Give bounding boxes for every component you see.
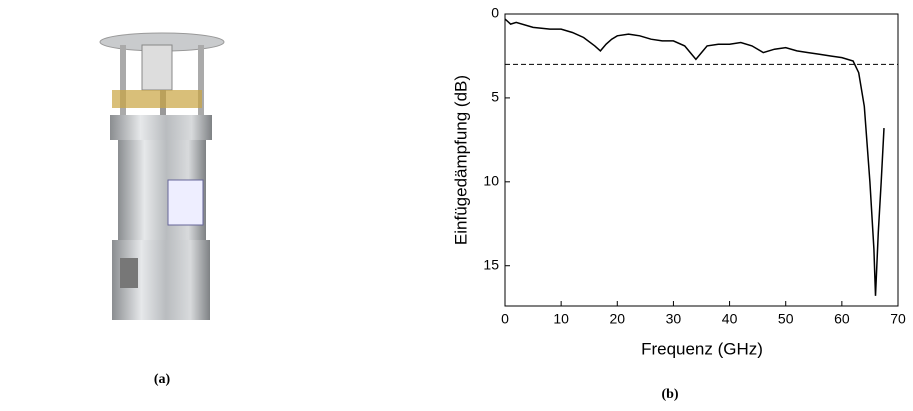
x-tick-label: 60 xyxy=(834,311,850,327)
y-tick-label: 5 xyxy=(491,89,499,105)
x-tick-label: 20 xyxy=(609,311,625,327)
caption: (b) xyxy=(661,387,678,402)
photo xyxy=(99,32,225,320)
y-tick-label: 15 xyxy=(483,256,499,272)
x-tick-label: 0 xyxy=(501,311,509,327)
caption: (a) xyxy=(154,372,171,387)
x-tick-label: 70 xyxy=(890,311,906,327)
y-tick-label: 0 xyxy=(491,5,499,21)
x-tick-label: 30 xyxy=(666,311,682,327)
y-axis-label: Einfügedämpfung (dB) xyxy=(451,75,470,245)
x-axis-label: Frequenz (GHz) xyxy=(641,339,763,358)
x-tick-label: 50 xyxy=(778,311,794,327)
data-line xyxy=(504,18,885,296)
x-tick-label: 40 xyxy=(722,311,738,327)
plot-frame xyxy=(504,13,899,307)
x-tick-label: 10 xyxy=(553,311,569,327)
y-tick-label: 10 xyxy=(483,173,499,189)
